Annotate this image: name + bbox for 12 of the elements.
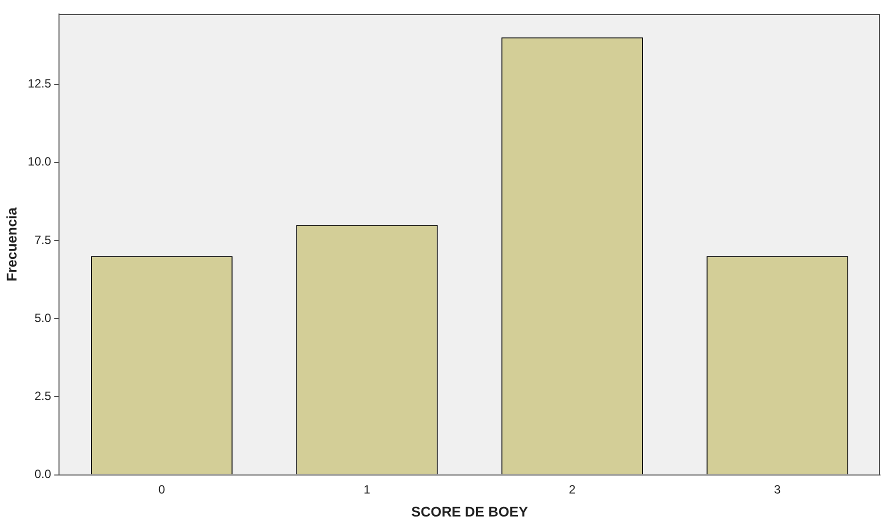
x-tick-label: 0 [158, 482, 166, 496]
x-axis-title: SCORE DE BOEY [411, 503, 529, 520]
y-tick-label: 7.5 [34, 232, 52, 247]
y-tick-label: 10.0 [28, 154, 52, 169]
x-tick-label: 1 [364, 482, 371, 496]
x-tick-label: 3 [774, 482, 782, 496]
y-tick-label: 2.5 [34, 389, 52, 404]
y-tick-label: 5.0 [34, 310, 52, 325]
y-tick-label: 12.5 [28, 76, 52, 91]
y-tick-label: 0.0 [34, 467, 52, 482]
y-axis-title: Frecuencia [3, 207, 20, 282]
x-tick-label: 2 [568, 482, 576, 496]
